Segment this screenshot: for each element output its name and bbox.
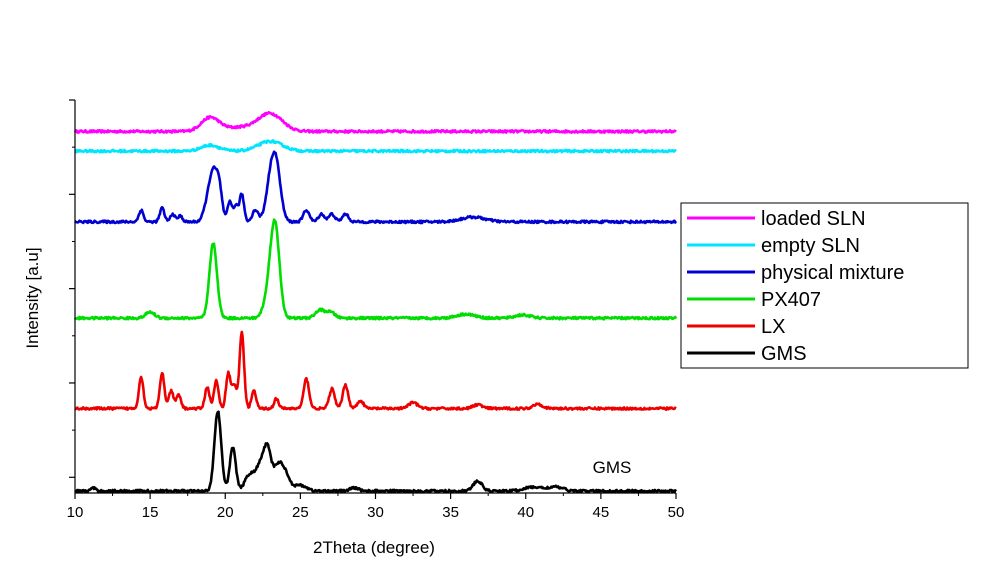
gms-annotation: GMS xyxy=(593,458,632,477)
axes: 10 15 20 25 30 35 40 45 50 xyxy=(67,99,685,521)
x-tick-label-4: 30 xyxy=(367,504,384,521)
series-line-2 xyxy=(74,150,678,225)
series-line-3 xyxy=(73,218,678,321)
x-tick-label-3: 25 xyxy=(292,504,309,521)
plot-area xyxy=(73,110,678,494)
series-line-5 xyxy=(74,410,678,494)
y-axis-title: Intensity [a.u] xyxy=(23,247,42,348)
legend-label-0: loaded SLN xyxy=(761,208,866,230)
series-line-4 xyxy=(74,330,677,411)
x-tick-label-7: 45 xyxy=(593,504,610,521)
legend-label-1: empty SLN xyxy=(761,235,860,257)
legend: loaded SLN empty SLN physical mixture PX407… xyxy=(680,202,969,369)
legend-label-3: PX407 xyxy=(761,289,821,311)
legend-label-4: LX xyxy=(761,316,785,338)
x-tick-label-2: 20 xyxy=(217,504,234,521)
x-tick-label-8: 50 xyxy=(668,504,685,521)
x-tick-label-1: 15 xyxy=(142,504,159,521)
legend-label-2: physical mixture xyxy=(761,262,904,284)
x-tick-label-5: 35 xyxy=(442,504,459,521)
legend-box xyxy=(680,202,969,369)
x-tick-label-6: 40 xyxy=(517,504,534,521)
x-axis-title: 2Theta (degree) xyxy=(313,538,435,557)
legend-label-5: GMS xyxy=(761,343,807,365)
series-line-1 xyxy=(74,139,677,154)
series-line-0 xyxy=(73,110,677,134)
x-tick-label-0: 10 xyxy=(67,504,84,521)
